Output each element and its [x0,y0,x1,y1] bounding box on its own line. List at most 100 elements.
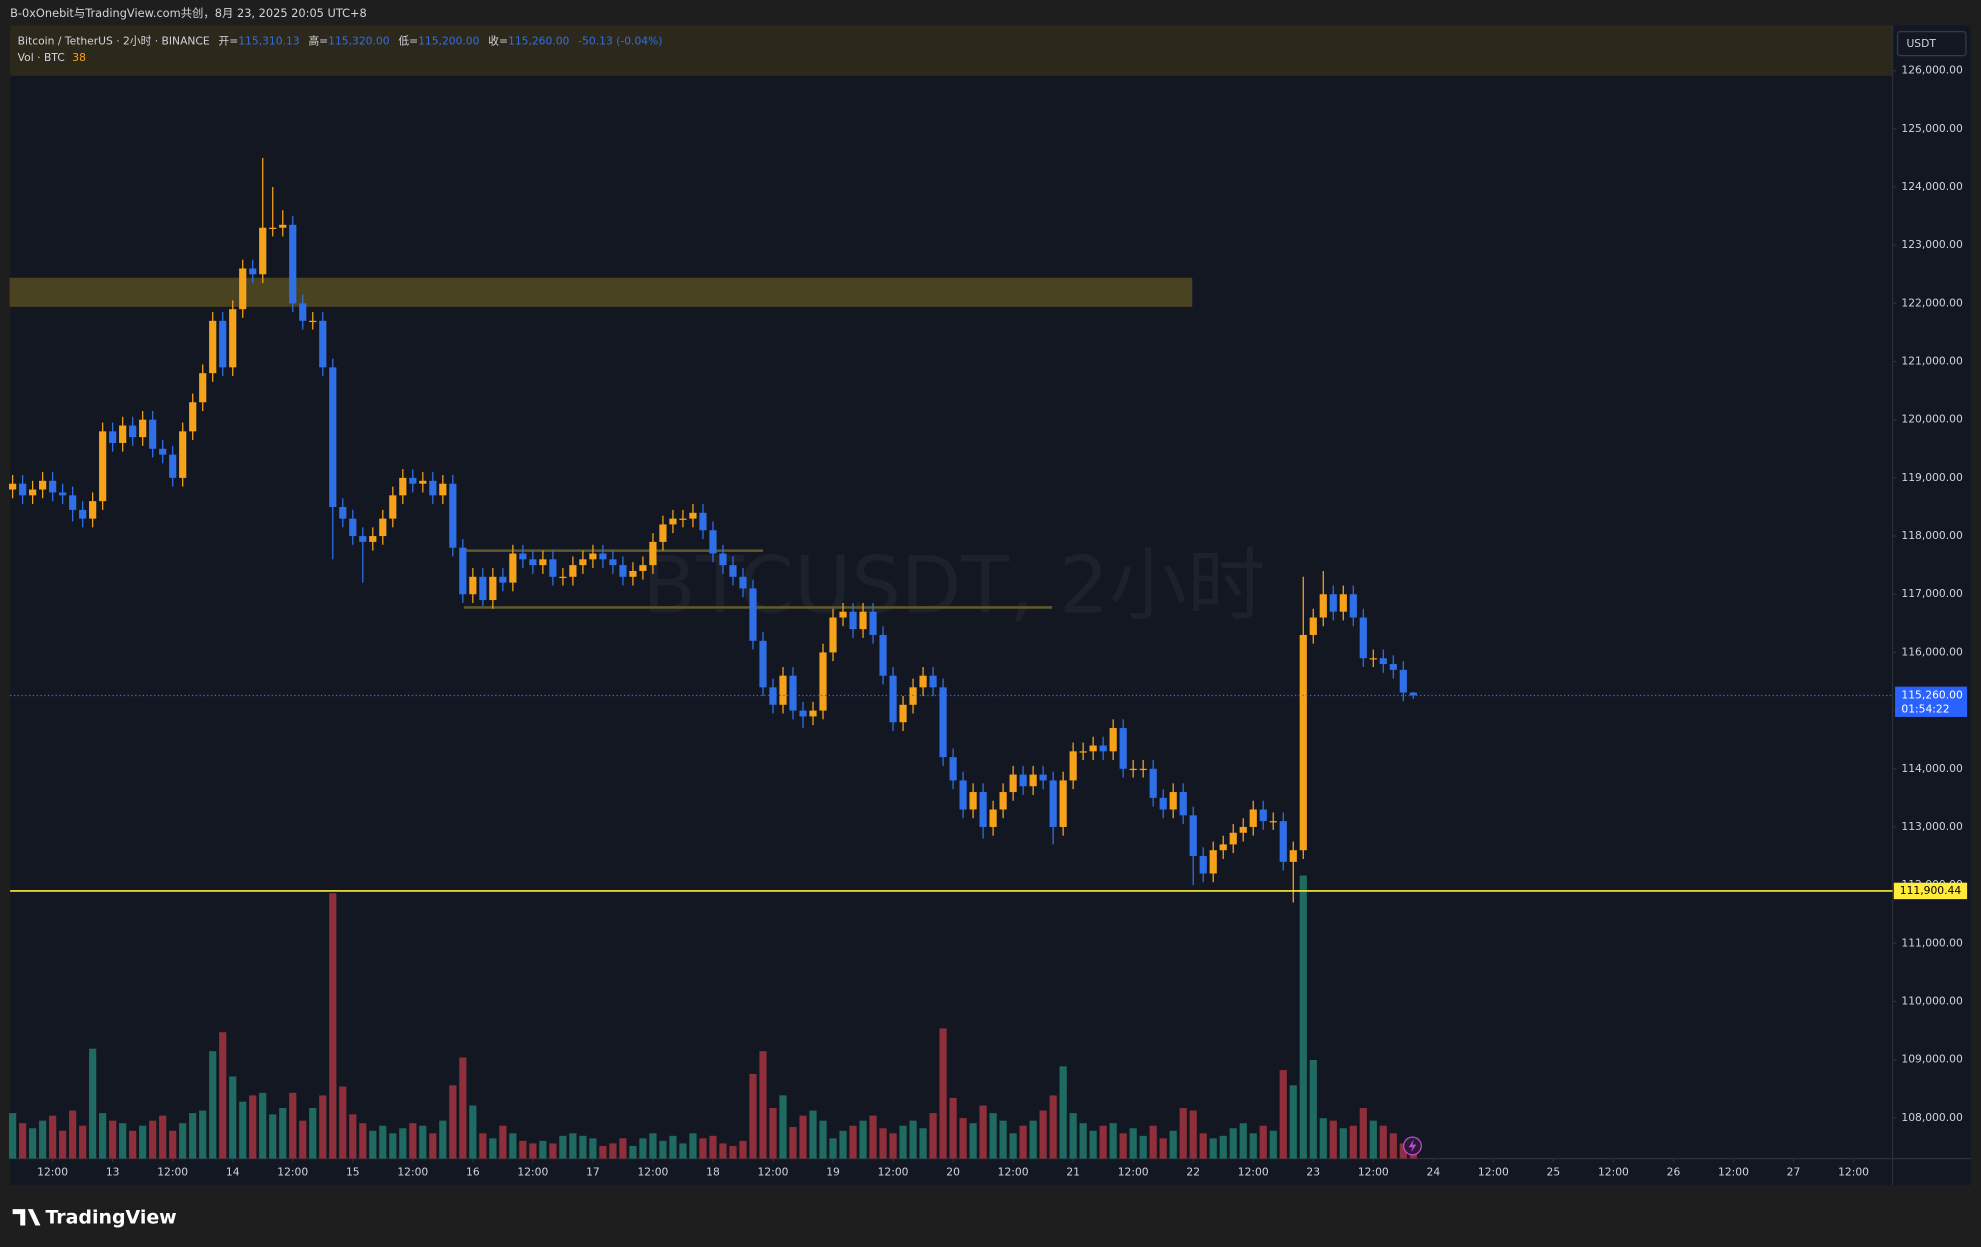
candle-body [209,320,217,374]
volume-bar [519,1140,527,1159]
volume-bar [9,1113,17,1159]
candle-body [1269,821,1277,823]
candle-body [889,675,897,723]
x-tick-label: 16 [466,1165,480,1178]
volume-bar [1119,1133,1127,1159]
zone [9,277,1193,307]
volume-bar [579,1135,587,1159]
candle-body [429,480,437,496]
x-tick-label: 20 [946,1165,960,1178]
candle-body [229,309,237,368]
candle-body [1219,844,1227,851]
candle-body [979,792,987,827]
x-tick-label: 12:00 [637,1165,668,1178]
candle-body [1239,826,1247,833]
x-tick-label: 12:00 [37,1165,68,1178]
volume-bar [1079,1123,1087,1159]
legend-change: -50.13 (-0.04%) [578,35,662,48]
y-tick-label: 111,000.00 [1901,936,1963,949]
volume-bar [1369,1120,1377,1159]
volume-bar [449,1085,457,1159]
last-price-label: 115,260.00 [1901,688,1963,701]
candle-body [1079,751,1087,753]
volume-bar [1289,1085,1297,1159]
volume-bar [699,1138,707,1159]
volume-bar [1209,1138,1217,1159]
x-tick-label: 23 [1306,1165,1320,1178]
candle-body [189,402,197,432]
y-tick-label: 126,000.00 [1901,64,1963,77]
volume-bar [1139,1135,1147,1159]
candle-body [739,576,747,589]
candle-body [419,480,427,484]
x-tick-label: 12:00 [1118,1165,1149,1178]
candle-body [1409,692,1417,696]
candle-body [1089,745,1097,752]
candle-body [159,448,167,455]
x-tick-label: 26 [1667,1165,1681,1178]
candle-body [569,565,577,577]
candle-body [1319,594,1327,618]
y-tick-label: 110,000.00 [1901,994,1963,1007]
candle-body [669,518,677,525]
currency-box[interactable] [1896,30,1967,57]
y-tick-label: 118,000.00 [1901,529,1963,542]
y-tick-label: 108,000.00 [1901,1111,1963,1124]
candle-body [779,675,787,705]
candle-body [339,506,347,519]
legend: Bitcoin / TetherUS · 2小时 · BINANCE 开=115,… [18,35,663,48]
candle-body [1339,594,1347,612]
volume-bar [1039,1110,1047,1159]
candle-body [689,512,697,519]
volume-bar [429,1133,437,1159]
candle-body [1249,809,1257,827]
candle-body [899,704,907,723]
candle-body [529,559,537,566]
volume-bar [459,1057,467,1159]
volume-bar [1349,1125,1357,1159]
candle-body [1299,634,1307,851]
legend-label: 高= [308,35,328,48]
y-tick-label: 117,000.00 [1901,587,1963,600]
candle-body [1169,792,1177,810]
volume-bar [799,1115,807,1159]
volume-bar [1169,1130,1177,1159]
candle-body [989,809,997,827]
candle-body [709,530,717,554]
candle-body [369,536,377,542]
candle-body [619,565,627,577]
volume-bar [999,1120,1007,1159]
x-tick-label: 12:00 [1718,1165,1749,1178]
brand: TradingView [45,1206,176,1228]
volume-bar [1049,1095,1057,1159]
price-label: 111,900.44 [1900,884,1962,897]
candle-body [249,268,257,275]
candle-body [1129,768,1137,771]
volume-bar [669,1135,677,1159]
candle-body [1159,797,1167,810]
volume-bar [1069,1113,1077,1159]
x-tick-label: 12:00 [277,1165,308,1178]
legend-label: 低= [398,35,418,48]
volume-bar [569,1133,577,1159]
candle-body [1099,745,1107,752]
x-tick-label: 12:00 [1838,1165,1869,1178]
x-tick-label: 12:00 [157,1165,188,1178]
volume-bar [399,1128,407,1159]
y-tick-label: 120,000.00 [1901,413,1963,426]
volume-bar [239,1101,247,1159]
volume-bar [299,1120,307,1159]
volume-bar [739,1140,747,1159]
currency[interactable]: USDT [1906,37,1936,50]
volume-bar [159,1115,167,1159]
volume-bar [1309,1060,1317,1159]
candle-body [259,227,267,275]
volume-bar [409,1123,417,1159]
candle-body [869,611,877,635]
countdown: 01:54:22 [1901,702,1949,715]
volume-bar [539,1140,547,1159]
x-tick-label: 12:00 [878,1165,909,1178]
volume-bar [289,1092,297,1159]
candle-body [1329,594,1337,612]
candle-body [1379,658,1387,665]
